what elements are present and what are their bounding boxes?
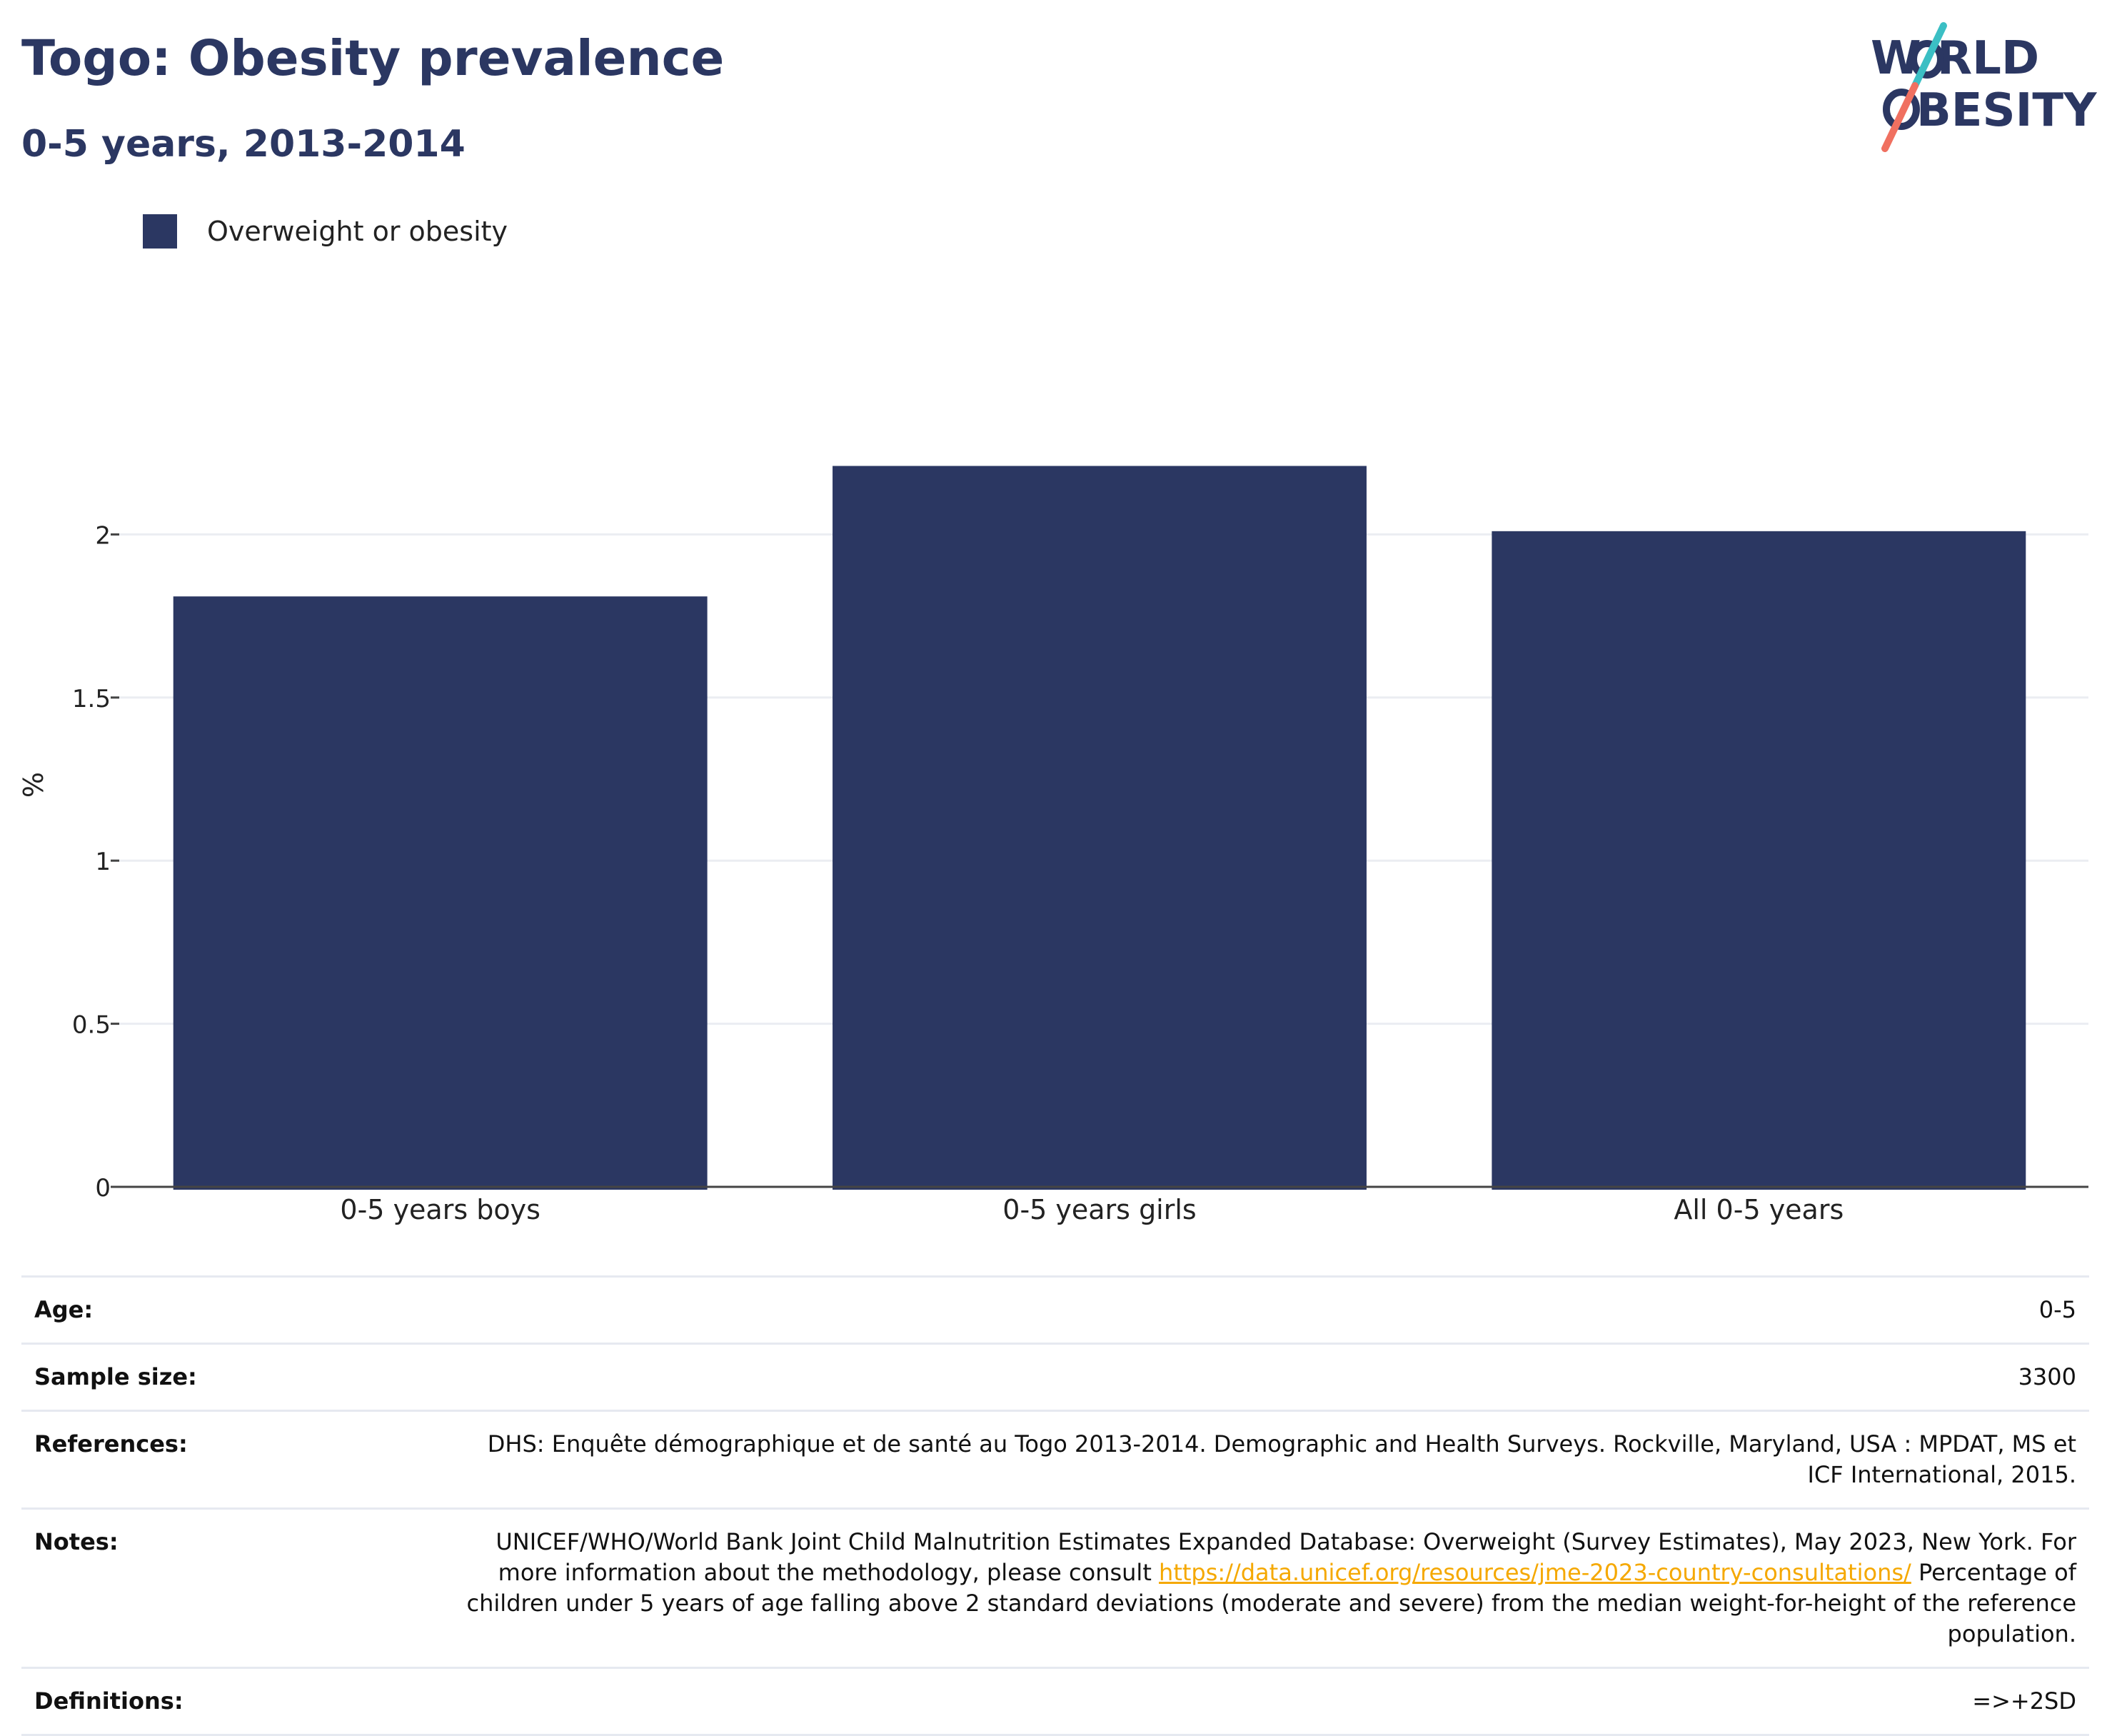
definitions-label: Definitions:	[34, 1687, 183, 1715]
sample-size-label: Sample size:	[34, 1363, 197, 1390]
definitions-value: =>+2SD	[1972, 1687, 2076, 1715]
logo-o-ring-top	[1910, 40, 1944, 79]
y-tick-label: 1.5	[72, 685, 111, 713]
bar	[833, 466, 1367, 1190]
info-row-definitions: Definitions: =>+2SD	[21, 1667, 2089, 1736]
legend-swatch	[143, 214, 177, 249]
logo-slash-bottom	[1881, 82, 1919, 152]
y-tick-label: 1	[95, 848, 111, 876]
x-tick-label: All 0-5 years	[1674, 1194, 1844, 1225]
info-row-sample-size: Sample size: 3300	[21, 1343, 2089, 1410]
age-value: 0-5	[2038, 1296, 2076, 1323]
notes-link[interactable]: https://data.unicef.org/resources/jme-20…	[1159, 1559, 1911, 1586]
info-table: Age: 0-5 Sample size: 3300 References: D…	[21, 1275, 2089, 1736]
bar-chart: 0 0.5 1 1.5 2 0-5 years boys 0-5 years girls Al…	[18, 466, 2088, 1225]
page-title: Togo: Obesity prevalence	[21, 30, 725, 87]
logo-word-obesity: BESITY	[1916, 84, 2097, 137]
y-axis-label: %	[18, 772, 49, 798]
notes-text-after: Percentage of children under 5 years of …	[466, 1559, 2076, 1647]
legend-label: Overweight or obesity	[207, 216, 508, 247]
references-value: DHS: Enquête démographique et de santé a…	[487, 1430, 2076, 1488]
chart-legend: Overweight or obesity	[143, 214, 508, 249]
info-row-notes: Notes: UNICEF/WHO/World Bank Joint Child…	[21, 1507, 2089, 1667]
info-row-references: References: DHS: Enquête démographique e…	[21, 1410, 2089, 1507]
notes-value: UNICEF/WHO/World Bank Joint Child Malnut…	[463, 1527, 2076, 1650]
bar	[173, 596, 708, 1190]
logo-o-ring-bottom	[1883, 89, 1920, 130]
world-obesity-logo-graphic: W RLD BESITY	[1871, 22, 2097, 152]
age-label: Age:	[34, 1296, 94, 1323]
x-tick-label: 0-5 years boys	[340, 1194, 540, 1225]
x-tick-label: 0-5 years girls	[1002, 1194, 1196, 1225]
world-obesity-logo: W RLD BESITY	[1864, 20, 2099, 156]
sample-size-value: 3300	[2018, 1363, 2076, 1390]
references-label: References:	[34, 1430, 188, 1457]
info-row-age: Age: 0-5	[21, 1275, 2089, 1343]
logo-slash-top	[1911, 22, 1947, 89]
bar	[1492, 531, 2026, 1190]
notes-label: Notes:	[34, 1528, 119, 1555]
y-tick-label: 0.5	[72, 1011, 111, 1040]
logo-word-world: W RLD	[1871, 32, 2039, 85]
notes-text-before: UNICEF/WHO/World Bank Joint Child Malnut…	[496, 1528, 2076, 1586]
page-subtitle: 0-5 years, 2013-2014	[21, 123, 466, 166]
y-tick-label: 2	[95, 521, 111, 550]
y-tick-label: 0	[95, 1174, 111, 1203]
